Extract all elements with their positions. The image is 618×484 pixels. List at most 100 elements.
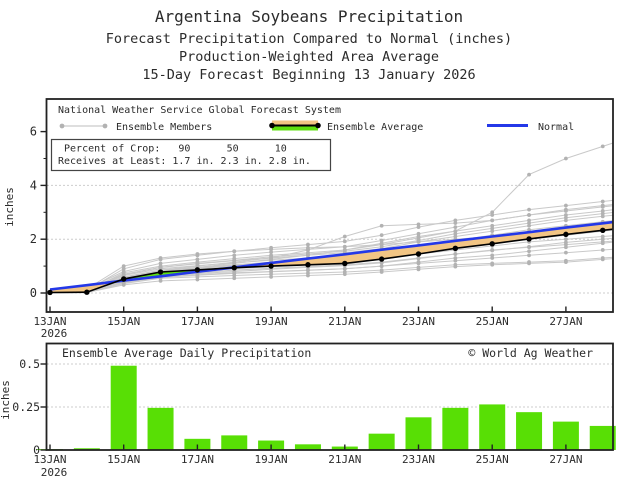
ensemble-member-dot — [527, 172, 531, 177]
ensemble-member-dot — [379, 244, 384, 249]
daily-precip-bar — [184, 438, 211, 450]
ensemble-average-dot-icon — [315, 122, 321, 129]
ensemble-member-dot — [269, 274, 273, 279]
bottom-x-tick-label: 15JAN — [107, 453, 140, 466]
ensemble-average-dot — [305, 262, 311, 268]
daily-precip-bar — [589, 425, 616, 450]
ensemble-average-dot — [600, 227, 606, 234]
ensemble-member-dot — [269, 250, 273, 255]
bottom-x-tick-label: 13JAN — [33, 453, 66, 466]
ensemble-member-dot — [600, 211, 605, 216]
ensemble-member-dot — [564, 156, 568, 161]
bottom-x-tick-label: 23JAN — [402, 453, 435, 466]
legend-header: National Weather Service Global Forecast… — [58, 105, 341, 116]
bottom-y-tick-label: 0.25 — [12, 400, 40, 414]
ensemble-member-dot — [490, 223, 495, 228]
ensemble-member-dot — [269, 257, 273, 262]
normal-line — [49, 220, 614, 291]
ensemble-member-dot — [564, 250, 568, 255]
bottom-x-tick-label: 17JAN — [181, 453, 214, 466]
ensemble-member-dot — [527, 213, 531, 217]
ensemble-average-dot — [194, 267, 201, 273]
ensemble-member-dot — [158, 256, 163, 260]
ensemble-member-dot — [195, 257, 200, 262]
ensemble-member-dot — [490, 248, 495, 253]
ensemble-member-dot — [564, 203, 568, 208]
page-title: Argentina Soybeans Precipitation — [154, 7, 464, 26]
subtitle-forecast-period: 15-Day Forecast Beginning 13 January 202… — [142, 67, 476, 83]
top-x-tick-label: 13JAN — [33, 315, 66, 328]
crop-percentile-table: Percent of Crop: 90 50 10 Receives at Le… — [50, 138, 332, 172]
ensemble-member-dot — [600, 209, 605, 213]
ensemble-member-dot — [342, 234, 347, 239]
ensemble-member-dot — [232, 253, 237, 258]
ensemble-member-dot — [306, 273, 310, 278]
bottom-chart-frame — [45, 342, 614, 451]
ensemble-average-dot — [452, 245, 459, 252]
ensemble-member-dot — [416, 260, 421, 264]
ensemble-member-dot — [158, 261, 163, 266]
ensemble-member-dot — [453, 218, 458, 223]
top-y-tick-label: 6 — [30, 125, 37, 139]
ensemble-member-dot — [121, 264, 126, 268]
daily-precip-bar — [479, 404, 506, 450]
bottom-x-tick-label: 25JAN — [476, 453, 509, 466]
ensemble-member-dot — [121, 269, 126, 274]
ensemble-member-dot — [453, 234, 458, 239]
ensemble-member-dot — [232, 249, 237, 254]
daily-precip-bar — [368, 433, 395, 450]
daily-precip-bar — [516, 412, 543, 450]
ensemble-average-dot — [526, 236, 532, 242]
subtitle-comparison: Forecast Precipitation Compared to Norma… — [105, 31, 513, 47]
ensemble-member-dot — [121, 272, 126, 277]
ensemble-member-dot — [600, 248, 605, 252]
top-x-tick-label: 23JAN — [402, 315, 435, 328]
ensemble-average-dot-icon — [269, 122, 275, 129]
top-x-tick-label: 27JAN — [549, 315, 582, 328]
ensemble-member-dot — [600, 257, 605, 262]
ensemble-member-dot — [195, 261, 200, 266]
ensemble-member-dot — [490, 210, 495, 215]
ensemble-member-dot — [490, 218, 495, 223]
ensemble-member-dot — [416, 231, 421, 236]
top-y-tick-label: 2 — [30, 232, 37, 246]
ensemble-member-dot — [306, 248, 310, 252]
ensemble-member-dot — [416, 238, 421, 243]
ensemble-member-dot — [416, 222, 421, 227]
bottom-y-axis-label: inches — [0, 380, 12, 420]
ensemble-member-dot — [195, 277, 200, 282]
bottom-y-tick-label: 0 — [33, 443, 40, 457]
ensemble-member-dot — [600, 144, 605, 149]
ensemble-member-dot — [232, 258, 237, 263]
ensemble-average-dot — [231, 265, 237, 271]
ensemble-member-dot — [600, 205, 605, 209]
legend-ensemble-members-label: Ensemble Members — [116, 122, 212, 133]
ensemble-member-dot — [564, 215, 568, 220]
ensemble-member-dot — [527, 261, 531, 266]
top-y-tick-label: 4 — [30, 178, 37, 192]
ensemble-member-dot — [527, 207, 531, 212]
ensemble-member-dot — [416, 267, 421, 272]
bottom-x-tick-label: 19JAN — [255, 453, 288, 466]
ensemble-members-dot-icon — [59, 123, 65, 129]
ensemble-member-dot — [306, 268, 310, 273]
top-x-tick-label: 17JAN — [181, 315, 214, 328]
ensemble-member-dot — [453, 221, 458, 225]
legend-ensemble-members: Ensemble Members — [59, 122, 212, 133]
ensemble-member-dot — [379, 264, 384, 268]
subtitle-area-average: Production-Weighted Area Average — [178, 49, 440, 65]
ensemble-average-dot — [342, 260, 348, 267]
ensemble-member-dot — [379, 260, 384, 265]
ensemble-member-dot — [453, 252, 458, 256]
bottom-x-tick-label: 21JAN — [328, 453, 361, 466]
ensemble-member-dot — [342, 239, 347, 244]
ensemble-member-dot — [490, 262, 495, 267]
top-y-axis-label: inches — [3, 187, 16, 227]
ensemble-member-dot — [342, 249, 347, 254]
ensemble-member-dot — [527, 221, 531, 225]
ensemble-member-dot — [490, 253, 495, 258]
band-below-normal-swatch — [272, 120, 318, 126]
ensemble-average-dot — [415, 251, 422, 257]
